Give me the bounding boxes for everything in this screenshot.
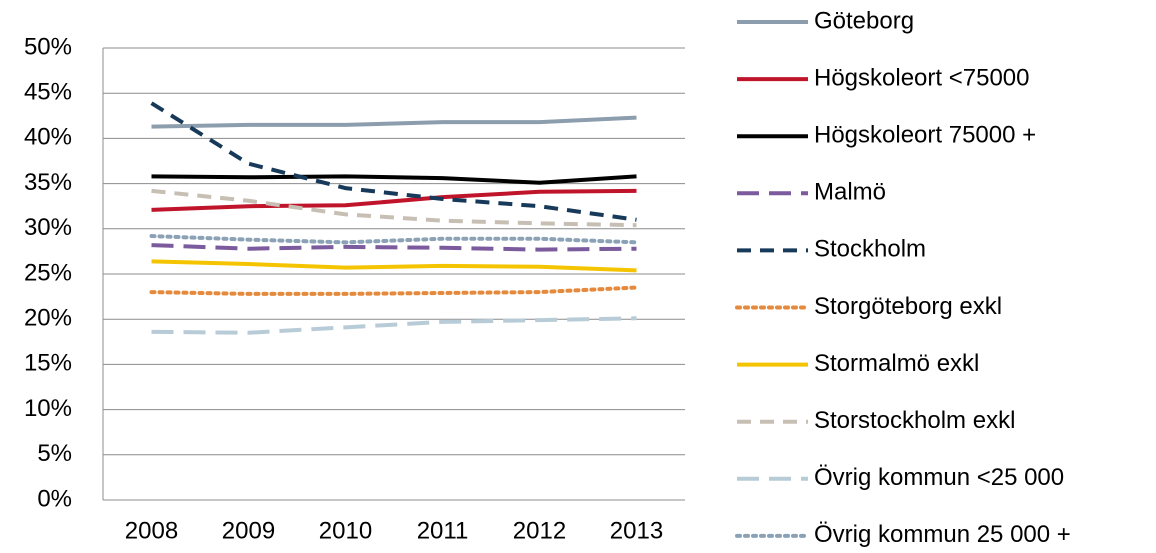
y-tick-label: 30% [24, 214, 72, 241]
legend-label: Stockholm [814, 236, 926, 263]
legend-label: Storgöteborg exkl [814, 293, 1002, 320]
series-line [151, 115, 637, 129]
x-tick-label: 2013 [610, 517, 663, 544]
y-tick-label: 0% [37, 485, 72, 512]
y-tick-label: 15% [24, 350, 72, 377]
series-line [149, 285, 639, 296]
y-tick-label: 45% [24, 79, 72, 106]
y-tick-label: 35% [24, 169, 72, 196]
series-line [151, 243, 637, 252]
series-line [151, 188, 637, 212]
y-tick-label: 10% [24, 395, 72, 422]
x-tick-label: 2008 [125, 517, 178, 544]
series-line [150, 101, 637, 222]
legend-label: Malmö [814, 179, 886, 206]
legend-label: Övrig kommun <25 000 [814, 464, 1064, 491]
series-line [151, 188, 637, 228]
x-tick-label: 2012 [513, 517, 566, 544]
legend-label: Storstockholm exkl [814, 407, 1015, 434]
legend-label: Högskoleort <75000 [814, 64, 1029, 91]
series-line [151, 316, 637, 335]
legend-label: Stormalmö exkl [814, 350, 979, 377]
y-tick-label: 20% [24, 305, 72, 332]
legend-label: Högskoleort 75000 + [814, 122, 1036, 149]
x-tick-label: 2011 [417, 517, 469, 544]
y-tick-label: 40% [24, 124, 72, 151]
legend-label: Göteborg [814, 7, 914, 34]
x-tick-label: 2010 [319, 517, 372, 544]
series-line [149, 234, 639, 245]
series-line [151, 174, 637, 185]
series-line [151, 259, 637, 273]
x-tick-label: 2009 [222, 517, 275, 544]
y-tick-label: 5% [37, 440, 72, 467]
y-tick-label: 25% [24, 259, 72, 286]
legend-label: Övrig kommun 25 000 + [814, 521, 1071, 548]
y-tick-label: 50% [24, 33, 72, 60]
